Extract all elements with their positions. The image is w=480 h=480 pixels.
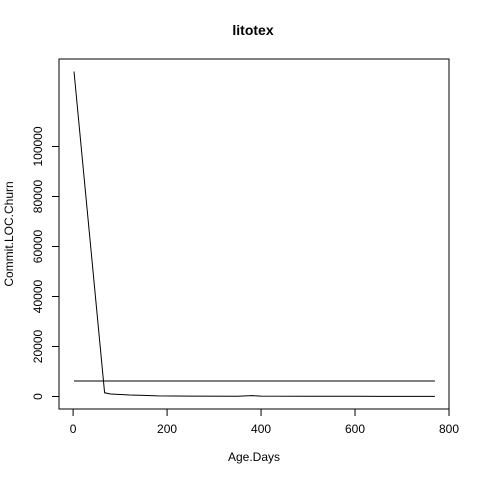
y-tick-label: 80000 — [31, 179, 45, 213]
y-axis-title: Commit.LOC.Churn — [2, 181, 16, 286]
y-tick-label: 20000 — [31, 329, 45, 363]
y-axis: 0 20000 40000 60000 80000 100000 — [31, 126, 60, 400]
x-tick-label: 400 — [251, 422, 271, 436]
x-axis: 0 200 400 600 800 — [70, 408, 459, 436]
x-tick-label: 600 — [345, 422, 365, 436]
x-tick-label: 800 — [439, 422, 459, 436]
series-group — [73, 71, 435, 397]
y-tick-label: 100000 — [31, 126, 45, 166]
y-tick-label: 0 — [31, 393, 45, 400]
chart-title: litotex — [232, 22, 273, 38]
series-line-1 — [73, 71, 435, 397]
x-tick-label: 200 — [157, 422, 177, 436]
x-tick-label: 0 — [70, 422, 77, 436]
y-tick-label: 40000 — [31, 279, 45, 313]
plot-frame — [58, 58, 450, 410]
y-tick-label: 60000 — [31, 229, 45, 263]
x-axis-title: Age.Days — [228, 450, 280, 464]
